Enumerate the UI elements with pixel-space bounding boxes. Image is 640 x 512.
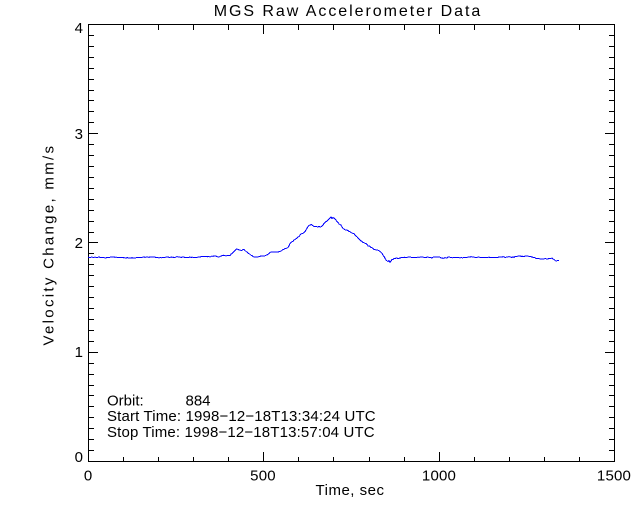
svg-text:MGS Raw Accelerometer Data: MGS Raw Accelerometer Data [214,3,483,20]
svg-text:Orbit:: Orbit: [107,393,144,410]
svg-text:1500: 1500 [597,468,631,485]
svg-text:3: 3 [75,126,83,143]
svg-text:1: 1 [75,344,83,361]
svg-text:Start Time: 1998−12−18T13:34:2: Start Time: 1998−12−18T13:34:24 UTC [107,408,376,425]
svg-text:0: 0 [84,468,92,485]
svg-text:884: 884 [186,393,211,410]
svg-text:1000: 1000 [422,468,456,485]
svg-text:500: 500 [250,468,276,485]
svg-text:Time, sec: Time, sec [316,482,385,499]
svg-text:Stop Time: 1998−12−18T13:57:04: Stop Time: 1998−12−18T13:57:04 UTC [107,424,375,441]
svg-text:4: 4 [75,20,83,37]
svg-text:Velocity Change, mm/s: Velocity Change, mm/s [41,144,58,346]
svg-text:2: 2 [75,235,83,252]
svg-text:0: 0 [75,449,83,466]
